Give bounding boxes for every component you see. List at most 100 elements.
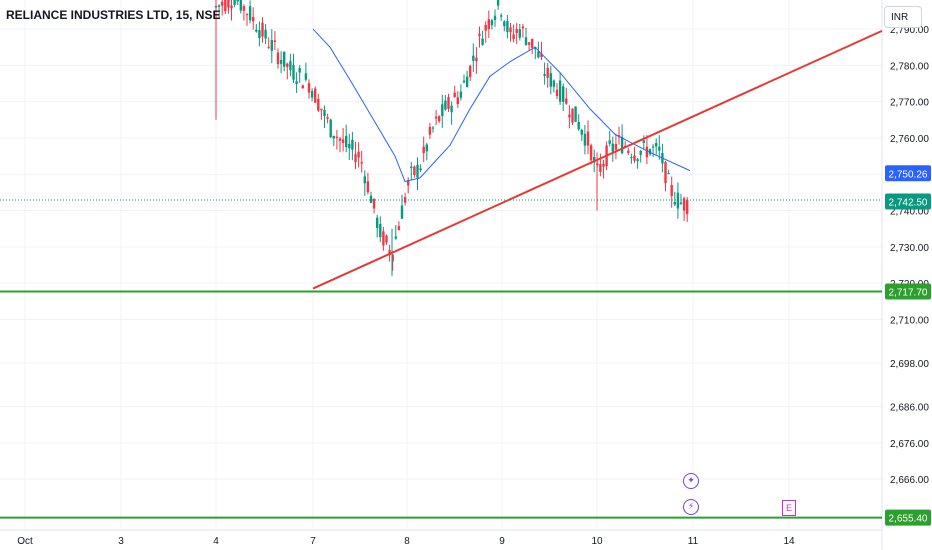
candle <box>338 137 342 153</box>
candle <box>478 26 481 48</box>
candle <box>239 0 242 14</box>
time-tick-label: 14 <box>783 536 795 547</box>
candle <box>379 216 382 243</box>
candle <box>221 0 224 16</box>
candle <box>397 221 401 231</box>
candle <box>456 91 459 108</box>
candle <box>292 53 295 84</box>
candle <box>555 83 559 100</box>
candle <box>320 108 323 120</box>
candle <box>267 37 270 50</box>
candle <box>301 84 304 89</box>
price-badge <box>885 165 931 182</box>
candle <box>450 101 453 125</box>
candle <box>574 106 577 123</box>
candle <box>496 0 500 11</box>
candle <box>655 138 658 155</box>
candle <box>540 41 543 61</box>
candle <box>348 133 351 161</box>
candle <box>459 84 463 101</box>
candle <box>444 94 447 111</box>
candle <box>543 62 546 85</box>
candle <box>552 79 556 93</box>
time-axis[interactable]: Oct 3 4 7 8 9 10 11 14 <box>17 536 795 547</box>
candle <box>602 159 605 179</box>
candle <box>503 20 506 32</box>
support-lines[interactable] <box>0 290 882 519</box>
candle <box>686 197 689 222</box>
candle <box>236 0 239 5</box>
candle <box>403 192 407 206</box>
time-tick-label: 11 <box>688 536 699 547</box>
candle <box>317 93 320 112</box>
candle <box>627 147 630 156</box>
candle <box>636 158 639 169</box>
candle <box>298 65 301 84</box>
candle <box>673 191 676 207</box>
candle <box>434 110 438 126</box>
candle <box>270 29 273 64</box>
candle <box>493 9 497 27</box>
candle <box>521 23 525 38</box>
candle <box>431 125 435 133</box>
candle <box>580 128 583 141</box>
candle <box>676 182 680 219</box>
earnings-marker[interactable]: E <box>782 500 796 516</box>
price-badge-label: 2,655.40 <box>889 514 928 525</box>
price-tick-label: 2,666.00 <box>890 475 929 486</box>
price-badge <box>885 193 931 210</box>
candle <box>323 105 326 128</box>
candle <box>307 79 311 99</box>
candle <box>335 129 339 150</box>
candle <box>583 124 587 155</box>
candle <box>217 4 221 18</box>
candle <box>332 135 335 147</box>
candle <box>416 157 419 190</box>
candle <box>447 93 450 112</box>
candle <box>273 30 277 51</box>
candle <box>366 172 370 195</box>
candle <box>242 4 246 21</box>
candle <box>562 83 565 112</box>
candle <box>658 135 661 160</box>
sparkle-icon[interactable]: ✦ <box>683 473 699 489</box>
price-tick-label: 2,710.00 <box>890 315 929 326</box>
candle <box>664 160 667 192</box>
candle <box>382 226 385 251</box>
price-axis[interactable]: 2,790.002,780.002,770.002,760.002,750.00… <box>890 25 929 525</box>
candle <box>369 191 373 204</box>
candle <box>341 127 345 152</box>
candle <box>295 72 298 93</box>
candle <box>642 135 645 150</box>
candle <box>385 234 388 245</box>
candle <box>484 21 487 43</box>
candle <box>586 120 590 155</box>
candle <box>565 87 568 105</box>
price-tick-label: 2,790.00 <box>890 25 929 36</box>
price-tick-label: 2,780.00 <box>890 61 929 72</box>
candle <box>589 143 593 165</box>
candle <box>428 122 432 139</box>
candle <box>407 177 410 194</box>
candle <box>490 18 494 30</box>
candle <box>248 0 252 24</box>
candle <box>500 13 503 21</box>
currency-button[interactable]: INR <box>884 6 922 28</box>
candle <box>475 46 478 74</box>
candle <box>289 53 292 77</box>
candle <box>577 114 580 131</box>
candle <box>670 176 673 208</box>
candle <box>363 170 366 196</box>
candle <box>224 0 227 15</box>
candle <box>410 161 413 181</box>
lightning-icon[interactable]: ⚡ <box>683 499 699 515</box>
time-tick-label: 7 <box>310 536 316 547</box>
candle <box>258 21 261 47</box>
candle <box>394 224 397 240</box>
candle <box>472 43 475 72</box>
trendline[interactable] <box>312 29 883 290</box>
candle <box>391 253 394 271</box>
candle <box>314 86 317 103</box>
candle <box>372 198 376 214</box>
